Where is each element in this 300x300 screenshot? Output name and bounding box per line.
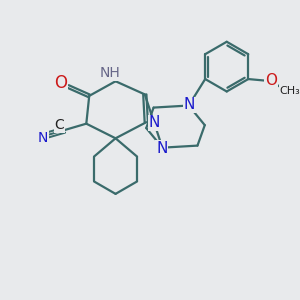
Text: N: N xyxy=(184,98,195,112)
Text: N: N xyxy=(38,131,48,145)
Text: O: O xyxy=(265,73,277,88)
Text: NH: NH xyxy=(100,66,121,80)
Text: CH₃: CH₃ xyxy=(279,86,300,96)
Text: O: O xyxy=(54,74,67,92)
Text: N: N xyxy=(149,115,160,130)
Text: N: N xyxy=(156,141,167,156)
Text: C: C xyxy=(54,118,64,132)
